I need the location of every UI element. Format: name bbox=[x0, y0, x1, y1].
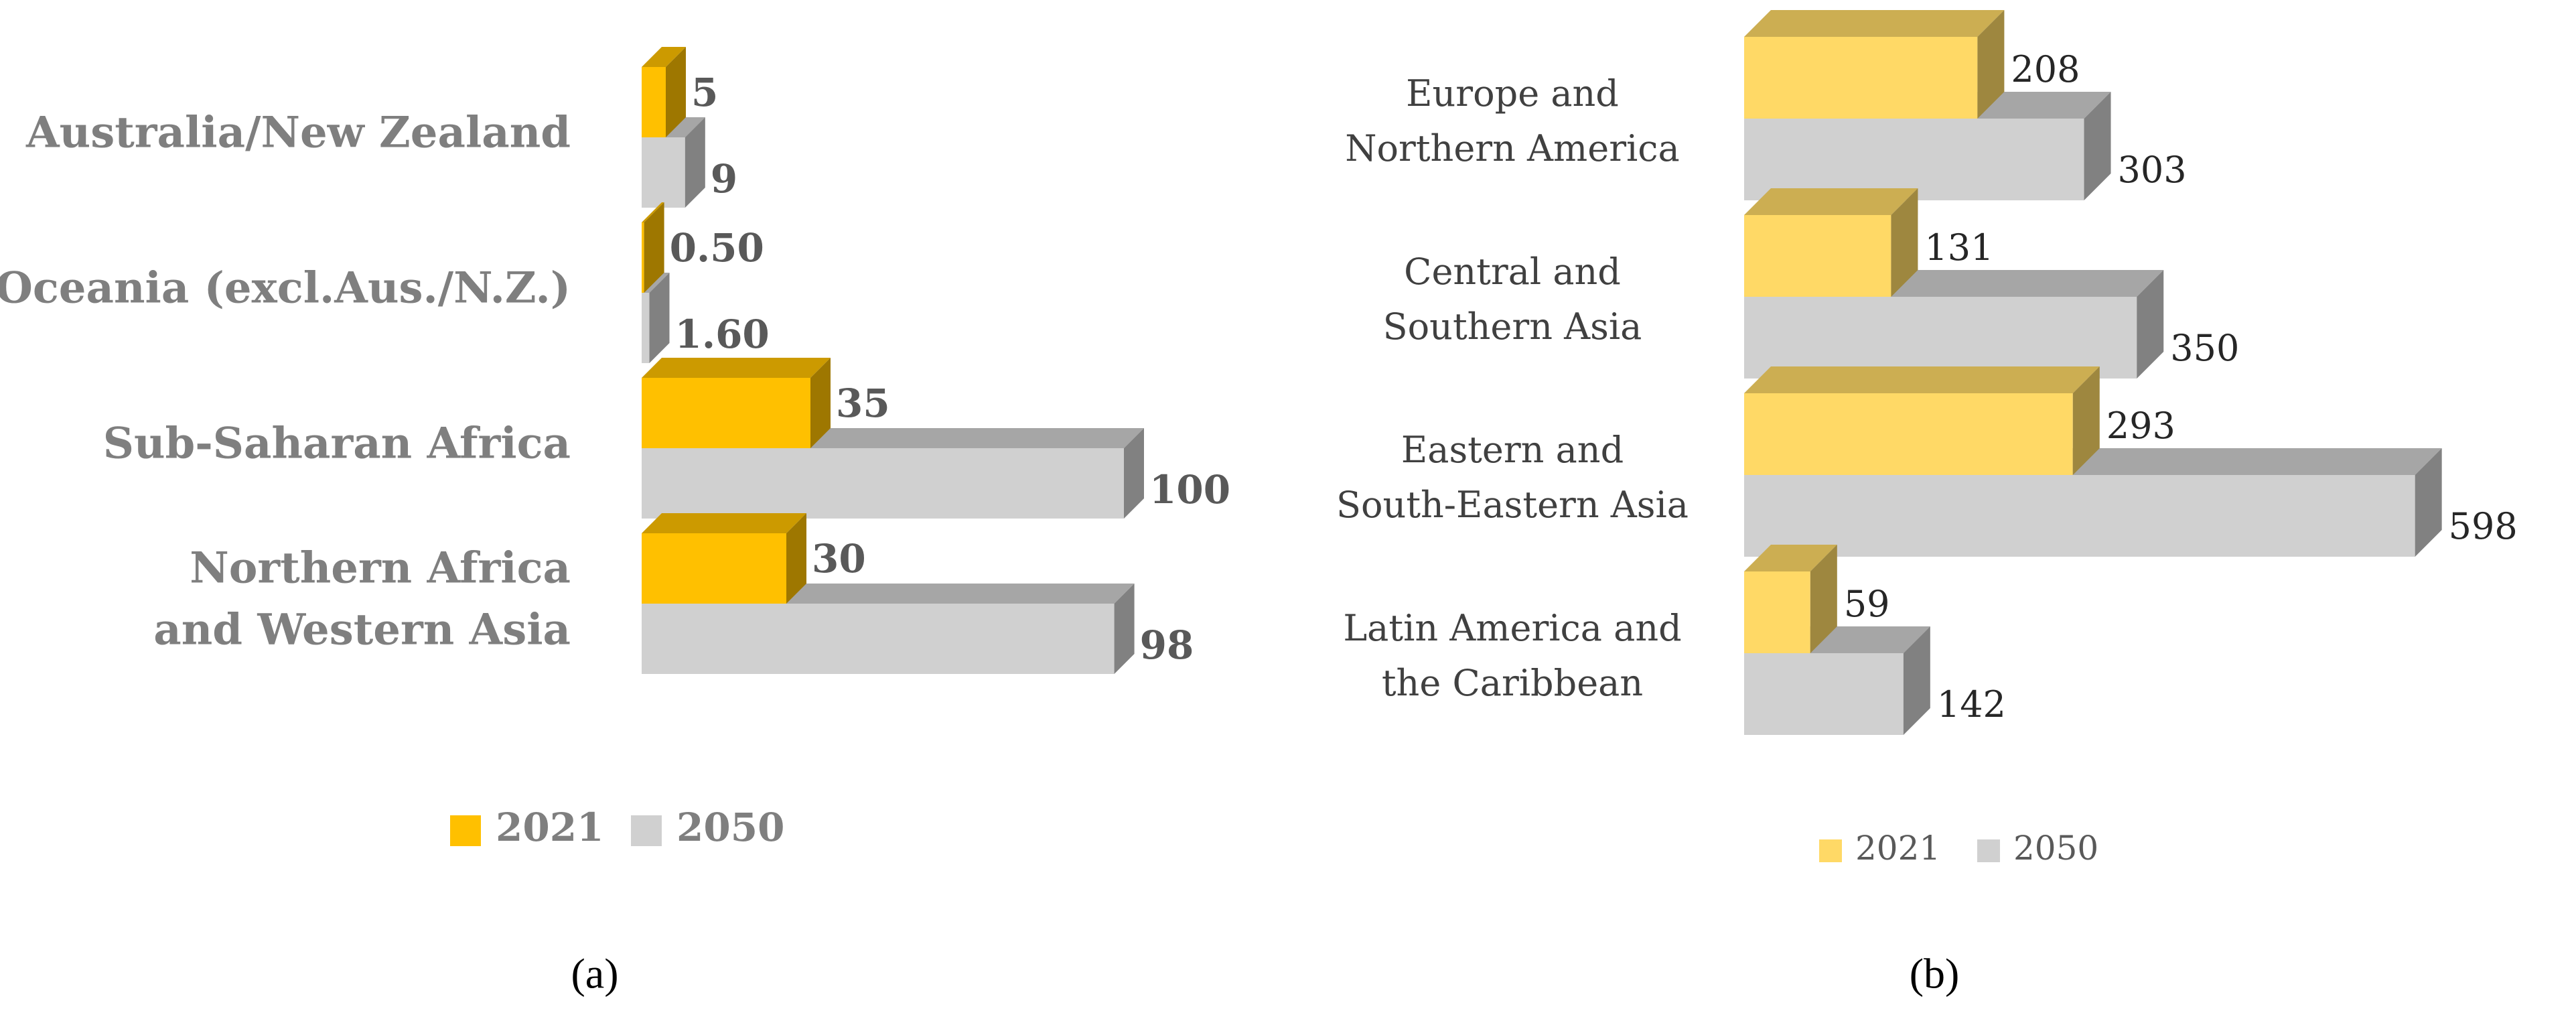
bar-a-2021-3-side bbox=[786, 513, 806, 604]
bar-a-2050-1-front bbox=[642, 293, 650, 363]
bar-a-2050-3-side bbox=[1114, 584, 1135, 674]
bar-b-2050-0-front bbox=[1744, 119, 2084, 200]
bar-b-2050-2-front bbox=[1744, 475, 2415, 557]
bar-b-2021-1-top bbox=[1744, 188, 1918, 215]
bar-a-2021-3-front bbox=[642, 533, 786, 604]
bar-b-2050-3-side bbox=[1903, 626, 1930, 735]
value-label-a-2050-3: 98 bbox=[1140, 622, 1194, 668]
legend-label-a-2050: 2050 bbox=[676, 805, 784, 850]
bar-b-2021-0-front bbox=[1744, 37, 1978, 119]
bar-a-2021-1-side bbox=[644, 202, 664, 293]
bar-a-2050-3-front bbox=[642, 604, 1115, 674]
bar-b-2021-3-side bbox=[1810, 545, 1837, 653]
value-label-b-2050-1: 350 bbox=[2170, 327, 2239, 369]
value-label-a-2021-3: 30 bbox=[812, 536, 866, 582]
bar-b-2050-3-front bbox=[1744, 653, 1904, 735]
bar-b-2021-1-front bbox=[1744, 215, 1891, 297]
category-label-b-3-0: Latin America and bbox=[1343, 607, 1681, 649]
bar-b-2050-1-side bbox=[2137, 270, 2164, 379]
panel-b: 208 303 Europe and Northern America 131 350 Ce… bbox=[1336, 10, 2518, 998]
category-label-b-1-0: Central and bbox=[1404, 251, 1621, 293]
category-label-a-0-0: Australia/New Zealand bbox=[25, 108, 571, 158]
bar-a-2050-0-side bbox=[685, 117, 705, 208]
value-label-a-2050-0: 9 bbox=[711, 156, 737, 202]
category-label-a-2-0: Sub-Saharan Africa bbox=[103, 419, 571, 469]
bar-b-2021-0-top bbox=[1744, 10, 2005, 37]
bar-b-2050-2-side bbox=[2415, 448, 2442, 557]
bar-b-2021-3-top bbox=[1744, 545, 1837, 571]
value-label-a-2050-1: 1.60 bbox=[675, 312, 770, 357]
bar-a-2021-1-top bbox=[642, 202, 664, 222]
category-label-b-3-1: the Caribbean bbox=[1382, 662, 1643, 704]
value-label-b-2021-3: 59 bbox=[1844, 583, 1890, 625]
legend-label-a-2021: 2021 bbox=[496, 805, 603, 850]
bar-b-2050-1-front bbox=[1744, 297, 2137, 379]
category-label-a-3-0: Northern Africa bbox=[190, 543, 571, 594]
bar-a-2021-2-top bbox=[642, 358, 831, 378]
bar-b-2021-3-front bbox=[1744, 571, 1810, 653]
bar-a-2021-2-side bbox=[810, 358, 831, 448]
bar-a-2050-0-front bbox=[642, 137, 685, 208]
bar-b-2021-1-side bbox=[1891, 188, 1918, 297]
panel-a: 5 9 Australia/New Zealand 0.50 1.60 Oceania (… bbox=[0, 47, 1230, 998]
category-label-b-0-0: Europe and bbox=[1406, 72, 1619, 115]
bar-a-2021-1 bbox=[642, 202, 664, 293]
bar-b-2021-2-side bbox=[2072, 366, 2100, 475]
value-label-b-2050-3: 142 bbox=[1937, 683, 2006, 726]
legend-swatch-b-2021 bbox=[1819, 839, 1842, 862]
value-label-b-2021-2: 293 bbox=[2106, 405, 2175, 447]
bar-b-2050-0-side bbox=[2084, 92, 2111, 200]
category-label-a-3-1: and Western Asia bbox=[153, 605, 571, 655]
value-label-b-2050-2: 598 bbox=[2449, 505, 2518, 547]
category-label-b-1-1: Southern Asia bbox=[1383, 305, 1642, 348]
bar-a-2021-0-top bbox=[642, 47, 686, 67]
value-label-a-2021-1: 0.50 bbox=[670, 225, 764, 271]
category-label-b-2-1: South-Eastern Asia bbox=[1336, 484, 1689, 526]
bar-a-2021-0-front bbox=[642, 67, 666, 137]
bar-a-2021-0-side bbox=[666, 47, 686, 137]
bar-b-2021-0-side bbox=[1977, 10, 2005, 119]
caption-b: (b) bbox=[1910, 950, 1960, 998]
bar-b-2021-1 bbox=[1744, 188, 1918, 297]
caption-a: (a) bbox=[571, 950, 618, 998]
bar-b-2021-2-top bbox=[1744, 366, 2100, 393]
bar-a-2050-3 bbox=[642, 584, 1135, 674]
bar-a-2021-3 bbox=[642, 513, 806, 604]
bar-b-2021-0 bbox=[1744, 10, 2005, 119]
category-label-a-1-0: Oceania (excl.Aus./N.Z.) bbox=[0, 263, 571, 314]
legend-swatch-a-2021 bbox=[450, 815, 481, 846]
legend-label-b-2050: 2050 bbox=[2013, 829, 2098, 868]
legend-label-b-2021: 2021 bbox=[1855, 829, 1940, 868]
value-label-a-2021-2: 35 bbox=[836, 381, 890, 426]
bar-a-2050-1-side bbox=[649, 273, 670, 363]
bar-a-2021-2-front bbox=[642, 378, 810, 448]
bar-a-2021-0 bbox=[642, 47, 686, 137]
bar-b-2021-3 bbox=[1744, 545, 1837, 653]
bar-b-2021-2-front bbox=[1744, 393, 2073, 475]
bar-a-2050-2-side bbox=[1124, 428, 1144, 519]
value-label-b-2050-0: 303 bbox=[2118, 149, 2187, 191]
bar-a-2021-2 bbox=[642, 358, 831, 448]
legend-swatch-a-2050 bbox=[631, 815, 662, 846]
bar-a-2021-3-top bbox=[642, 513, 806, 533]
value-label-b-2021-1: 131 bbox=[1924, 226, 1993, 269]
value-label-a-2050-2: 100 bbox=[1149, 467, 1230, 513]
value-label-a-2021-0: 5 bbox=[691, 70, 718, 115]
legend-swatch-b-2050 bbox=[1977, 839, 2000, 862]
category-label-b-0-1: Northern America bbox=[1345, 127, 1679, 169]
category-label-b-2-0: Eastern and bbox=[1401, 429, 1624, 471]
bar-a-2021-1-front bbox=[642, 222, 644, 293]
value-label-b-2021-0: 208 bbox=[2011, 48, 2080, 90]
bar-b-2021-2 bbox=[1744, 366, 2100, 475]
bar-a-2050-2-front bbox=[642, 448, 1124, 519]
